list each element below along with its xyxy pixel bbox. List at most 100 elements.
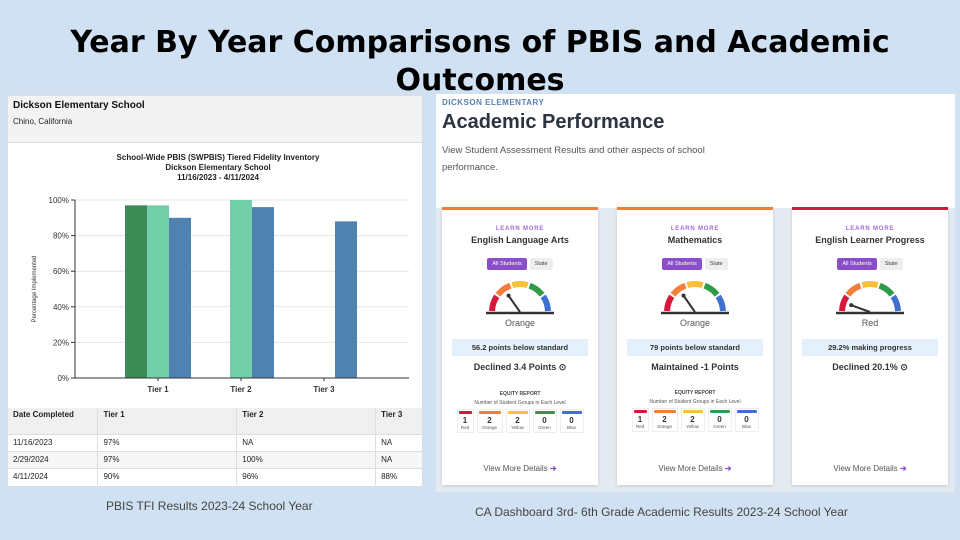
- all-students-toggle[interactable]: All Students: [837, 258, 877, 270]
- all-students-toggle[interactable]: All Students: [662, 258, 702, 270]
- column-header: Tier 2: [236, 408, 377, 434]
- equity-subtitle: Number of Student Groups in Each Level: [474, 400, 566, 406]
- gauge-needle-icon: [507, 295, 521, 313]
- equity-count: 0: [569, 416, 574, 425]
- learn-more-link[interactable]: LEARN MORE: [495, 226, 545, 232]
- state-toggle[interactable]: State: [529, 258, 553, 270]
- change-value: Declined 3.4 Points ⊙: [473, 362, 567, 372]
- y-tick-label: 100%: [49, 196, 69, 205]
- gauge-needle-icon: [850, 304, 871, 313]
- state-toggle[interactable]: State: [879, 258, 903, 270]
- gauge-segment: [878, 282, 895, 297]
- status-value: 29.2% making progress: [802, 339, 938, 356]
- chart-title-line: School-Wide PBIS (SWPBIS) Tiered Fidelit…: [116, 153, 320, 162]
- equity-label: Orange: [656, 424, 672, 429]
- table-cell: 97%: [97, 433, 238, 451]
- gauge-segment: [670, 282, 687, 297]
- indicator-card: LEARN MORE English Language Arts All Stu…: [442, 207, 598, 485]
- change-value: Maintained -1 Points: [651, 362, 739, 372]
- equity-label: Orange: [481, 425, 497, 430]
- learn-more-link[interactable]: LEARN MORE: [845, 226, 895, 232]
- table-cell: 96%: [236, 467, 377, 485]
- school-header: Dickson Elementary School Chino, Califor…: [8, 96, 422, 143]
- equity-level-yellow: 2 Yellow: [680, 408, 705, 432]
- all-students-toggle[interactable]: All Students: [487, 258, 527, 270]
- table-cell: 11/16/2023: [8, 433, 99, 451]
- learn-more-link[interactable]: LEARN MORE: [670, 226, 720, 232]
- table-cell: 97%: [97, 450, 238, 468]
- needle-tip: [849, 303, 854, 308]
- table-cell: 90%: [97, 467, 238, 485]
- table-row: 11/16/2023 97% NA NA: [8, 433, 423, 451]
- bar: [230, 200, 252, 378]
- equity-label: Red: [635, 424, 645, 429]
- gauge-segment: [495, 282, 512, 297]
- gauge-segment: [845, 282, 862, 297]
- equity-label: Yellow: [686, 424, 699, 429]
- pbis-panel: Dickson Elementary School Chino, Califor…: [7, 95, 423, 487]
- school-name: Dickson Elementary School: [13, 100, 145, 111]
- state-toggle[interactable]: State: [704, 258, 728, 270]
- view-more-details-link[interactable]: View More Details ➔: [792, 464, 948, 473]
- gauge-segment: [839, 294, 850, 312]
- view-more-label: View More Details: [658, 464, 723, 473]
- x-tick-label: Tier 2: [230, 385, 252, 394]
- y-tick-label: 80%: [53, 232, 69, 241]
- bar: [169, 217, 191, 378]
- change-value: Declined 20.1% ⊙: [832, 362, 908, 372]
- table-cell: NA: [375, 450, 423, 468]
- dashboard-description: View Student Assessment Results and othe…: [442, 145, 705, 173]
- performance-gauge: [836, 281, 904, 315]
- table-cell: 4/11/2024: [8, 467, 99, 485]
- equity-count: 1: [637, 415, 643, 424]
- gauge-segment: [686, 281, 704, 289]
- gauge-segment: [528, 282, 545, 297]
- equity-label: Yellow: [511, 425, 524, 430]
- dashboard-heading: Academic Performance: [442, 111, 665, 133]
- indicator-card: LEARN MORE English Learner Progress All …: [792, 207, 948, 485]
- equity-level-blue: 0 Blue: [559, 409, 584, 433]
- y-tick-label: 0%: [57, 374, 69, 383]
- dashboard-panel: DICKSON ELEMENTARY Academic Performance …: [436, 94, 955, 492]
- view-more-label: View More Details: [483, 464, 548, 473]
- x-tick-label: Tier 3: [313, 385, 335, 394]
- performance-gauge: [486, 281, 554, 315]
- equity-level-red: 1 Red: [631, 408, 649, 432]
- indicator-name: English Learner Progress: [815, 235, 925, 245]
- x-tick-label: Tier 1: [147, 385, 169, 394]
- view-more-details-link[interactable]: View More Details ➔: [442, 464, 598, 473]
- arrow-right-icon: ➔: [724, 464, 732, 473]
- pbis-caption: PBIS TFI Results 2023-24 School Year: [106, 499, 313, 513]
- gauge-needle-icon: [682, 295, 696, 313]
- gauge-segment: [703, 282, 720, 297]
- equity-label: Green: [538, 425, 551, 430]
- tfi-table: Date Completed Tier 1 Tier 2 Tier 3 11/16/2…: [8, 408, 423, 485]
- table-cell: 88%: [375, 467, 423, 485]
- equity-subtitle: Number of Student Groups in Each Level: [649, 399, 741, 405]
- equity-label: Blue: [566, 425, 576, 430]
- equity-title: EQUITY REPORT: [499, 391, 541, 397]
- table-row: 2/29/2024 97% 100% NA: [8, 450, 423, 468]
- y-tick-label: 60%: [53, 267, 69, 276]
- school-kicker: DICKSON ELEMENTARY: [442, 98, 545, 107]
- table-cell: 100%: [236, 450, 377, 468]
- school-location: Chino, California: [13, 117, 73, 126]
- view-more-details-link[interactable]: View More Details ➔: [617, 464, 773, 473]
- bar: [335, 221, 357, 378]
- bar: [252, 207, 274, 378]
- performance-level: Red: [861, 318, 879, 328]
- tfi-bar-chart: 0% 20% 40% 60% 80% 100% Tier 1 Tier 2 Tier 3 Perc…: [32, 196, 409, 394]
- equity-count: 0: [542, 416, 547, 425]
- equity-count: 0: [717, 415, 722, 424]
- indicator-card: LEARN MORE Mathematics All Students State…: [617, 207, 773, 485]
- gauge-segment: [489, 294, 500, 312]
- equity-count: 2: [515, 416, 520, 425]
- equity-label: Red: [460, 425, 470, 430]
- status-value: 79 points below standard: [627, 339, 763, 356]
- table-cell: NA: [375, 433, 423, 451]
- equity-count: 1: [462, 416, 468, 425]
- needle-tip: [681, 293, 686, 298]
- equity-count: 0: [744, 415, 749, 424]
- gauge-segment: [715, 294, 726, 312]
- equity-count: 2: [690, 415, 695, 424]
